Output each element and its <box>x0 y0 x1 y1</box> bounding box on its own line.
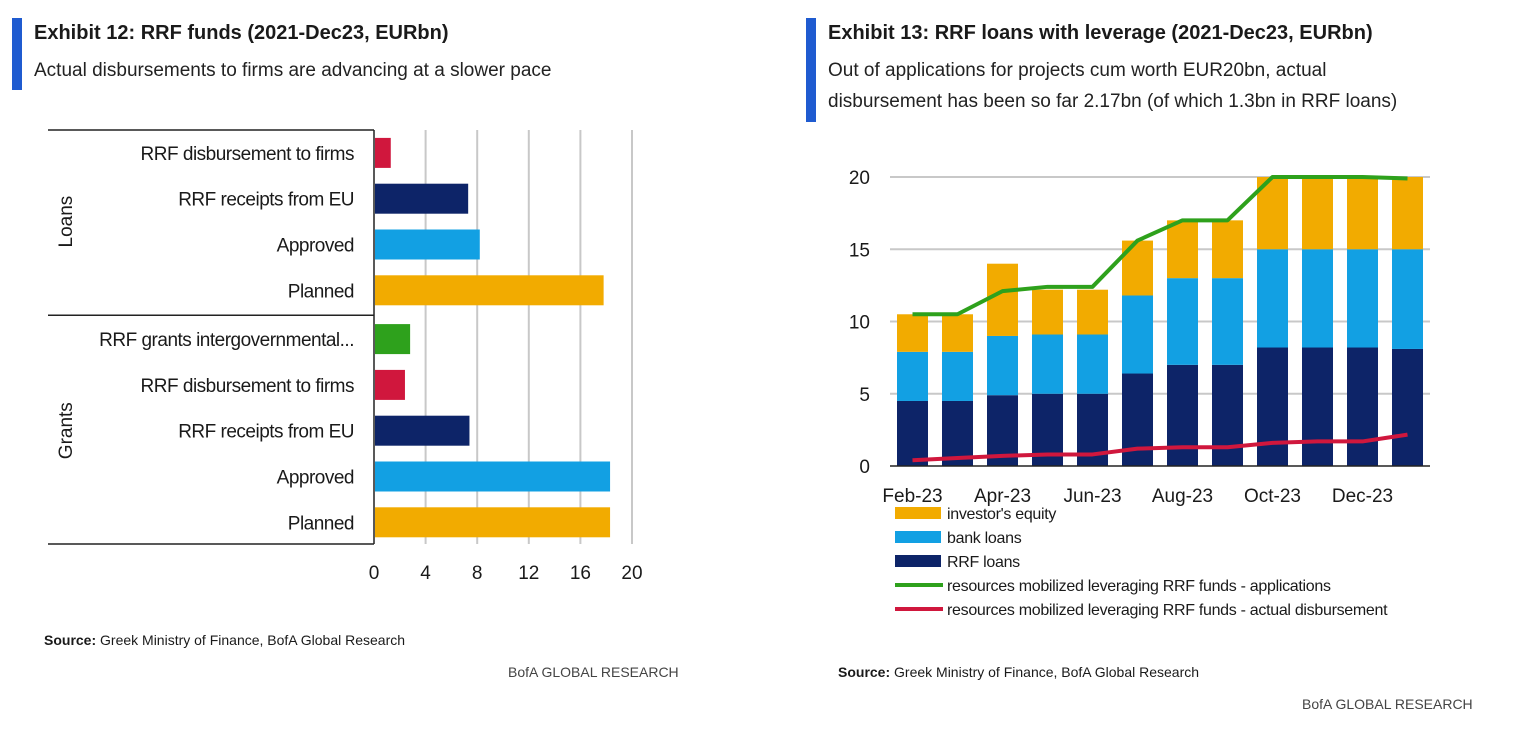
bar-lightblue <box>375 461 611 492</box>
x-tick-label: 16 <box>570 563 591 584</box>
exhibit-13-source-label: Source: <box>838 664 891 680</box>
category-label: RRF disbursement to firms <box>141 144 354 165</box>
bar-green <box>375 324 411 355</box>
legend-label: RRF loans <box>947 554 1020 571</box>
category-label: Planned <box>288 281 354 302</box>
bar-segment-navy <box>1302 347 1333 466</box>
exhibit-13-chart: 0 5 10 15 20 Feb-23 Apr-23 Jun-23 Aug-23 Oct-23 De… <box>849 168 1430 619</box>
group-label-grants: Grants <box>56 402 77 459</box>
exhibit-12-brand: BofA GLOBAL RESEARCH <box>508 664 679 680</box>
bar-segment-orange <box>1077 289 1108 335</box>
exhibit-13-accent-bar <box>806 18 816 122</box>
category-label: Approved <box>277 468 354 489</box>
category-label: RRF disbursement to firms <box>141 376 354 397</box>
bar-orange <box>375 275 604 306</box>
category-label: Planned <box>288 513 354 534</box>
bar-segment-navy <box>1167 364 1198 466</box>
bar-segment-navy <box>942 400 973 466</box>
y-tick-label: 15 <box>849 240 870 261</box>
legend-label: resources mobilized leveraging RRF funds… <box>947 602 1388 619</box>
bar-segment-navy <box>1122 373 1153 466</box>
exhibit-13-subtitle-line2: disbursement has been so far 2.17bn (of … <box>828 91 1398 112</box>
x-tick-label: Feb-23 <box>882 486 942 507</box>
legend-swatch-navy <box>895 555 941 567</box>
legend-swatch-lightblue <box>895 531 941 543</box>
bar-segment-orange <box>1392 177 1423 250</box>
exhibit-13-source-text: Greek Ministry of Finance, BofA Global R… <box>890 664 1200 680</box>
exhibit-12-source-text: Greek Ministry of Finance, BofA Global R… <box>96 632 406 648</box>
x-tick-label: 0 <box>369 563 380 584</box>
bar-segment-orange <box>1212 220 1243 279</box>
category-label: RRF receipts from EU <box>178 422 354 443</box>
bar-red <box>375 369 405 400</box>
series-line-green <box>912 175 1408 317</box>
bar-segment-lightblue <box>1122 295 1153 374</box>
x-tick-label: Oct-23 <box>1244 486 1301 507</box>
bar-segment-navy <box>1347 347 1378 466</box>
bar-segment-navy <box>1257 347 1288 466</box>
bar-segment-lightblue <box>1257 249 1288 348</box>
bar-segment-lightblue <box>987 335 1018 396</box>
bar-segment-lightblue <box>1212 278 1243 365</box>
bar-segment-orange <box>987 263 1018 336</box>
exhibit-12-source: Source: Greek Ministry of Finance, BofA … <box>44 632 405 648</box>
bar-segment-orange <box>1032 289 1063 335</box>
bar-segment-orange <box>942 314 973 352</box>
category-label: RRF receipts from EU <box>178 190 354 211</box>
bar-segment-navy <box>1392 348 1423 466</box>
bar-lightblue <box>375 229 480 260</box>
bar-segment-lightblue <box>897 351 928 401</box>
bar-segment-lightblue <box>1032 334 1063 394</box>
bar-segment-lightblue <box>1167 278 1198 365</box>
x-tick-label: Jun-23 <box>1063 486 1121 507</box>
exhibit-12-subtitle: Actual disbursements to firms are advanc… <box>34 60 552 81</box>
bar-segment-lightblue <box>1077 334 1108 394</box>
y-tick-label: 0 <box>859 457 870 478</box>
bar-segment-navy <box>1212 364 1243 466</box>
legend-label: investor's equity <box>947 506 1056 523</box>
exhibit-12-accent-bar <box>12 18 22 90</box>
exhibit-13-brand: BofA GLOBAL RESEARCH <box>1302 696 1473 712</box>
category-label: RRF grants intergovernmental... <box>99 330 354 351</box>
legend-label: resources mobilized leveraging RRF funds… <box>947 578 1331 595</box>
x-tick-label: 4 <box>420 563 431 584</box>
x-tick-label: Aug-23 <box>1152 486 1213 507</box>
exhibit-13-source: Source: Greek Ministry of Finance, BofA … <box>838 664 1199 680</box>
bar-navy <box>375 415 470 446</box>
x-tick-label: 12 <box>518 563 539 584</box>
series-line-red <box>912 432 1408 463</box>
bar-segment-lightblue <box>1302 249 1333 348</box>
bar-segment-navy <box>897 400 928 466</box>
bar-orange <box>375 507 611 538</box>
bar-red <box>375 137 391 168</box>
exhibit-13-subtitle-line1: Out of applications for projects cum wor… <box>828 60 1327 81</box>
bar-segment-orange <box>1122 240 1153 296</box>
exhibit-13-title: Exhibit 13: RRF loans with leverage (202… <box>828 22 1373 44</box>
group-label-loans: Loans <box>56 196 77 248</box>
x-tick-label: Apr-23 <box>974 486 1031 507</box>
bar-segment-orange <box>1302 177 1333 250</box>
exhibit-12-title: Exhibit 12: RRF funds (2021-Dec23, EURbn… <box>34 22 449 44</box>
bar-segment-orange <box>1167 220 1198 279</box>
bar-segment-orange <box>1347 177 1378 250</box>
bar-segment-orange <box>897 314 928 352</box>
exhibit-12-chart: 0 4 8 12 16 20 RRF disbursement to firms RRF re… <box>48 129 643 584</box>
exhibit-12-source-label: Source: <box>44 632 97 648</box>
legend-label: bank loans <box>947 530 1022 547</box>
y-tick-label: 5 <box>859 385 870 406</box>
legend-swatch-orange <box>895 507 941 519</box>
bar-navy <box>375 183 469 214</box>
bar-segment-lightblue <box>1347 249 1378 348</box>
x-tick-label: Dec-23 <box>1332 486 1393 507</box>
category-label: Approved <box>277 236 354 257</box>
x-tick-label: 8 <box>472 563 483 584</box>
y-tick-label: 20 <box>849 168 870 189</box>
x-tick-label: 20 <box>621 563 642 584</box>
bar-segment-lightblue <box>942 351 973 401</box>
y-tick-label: 10 <box>849 313 870 334</box>
bar-segment-lightblue <box>1392 249 1423 349</box>
